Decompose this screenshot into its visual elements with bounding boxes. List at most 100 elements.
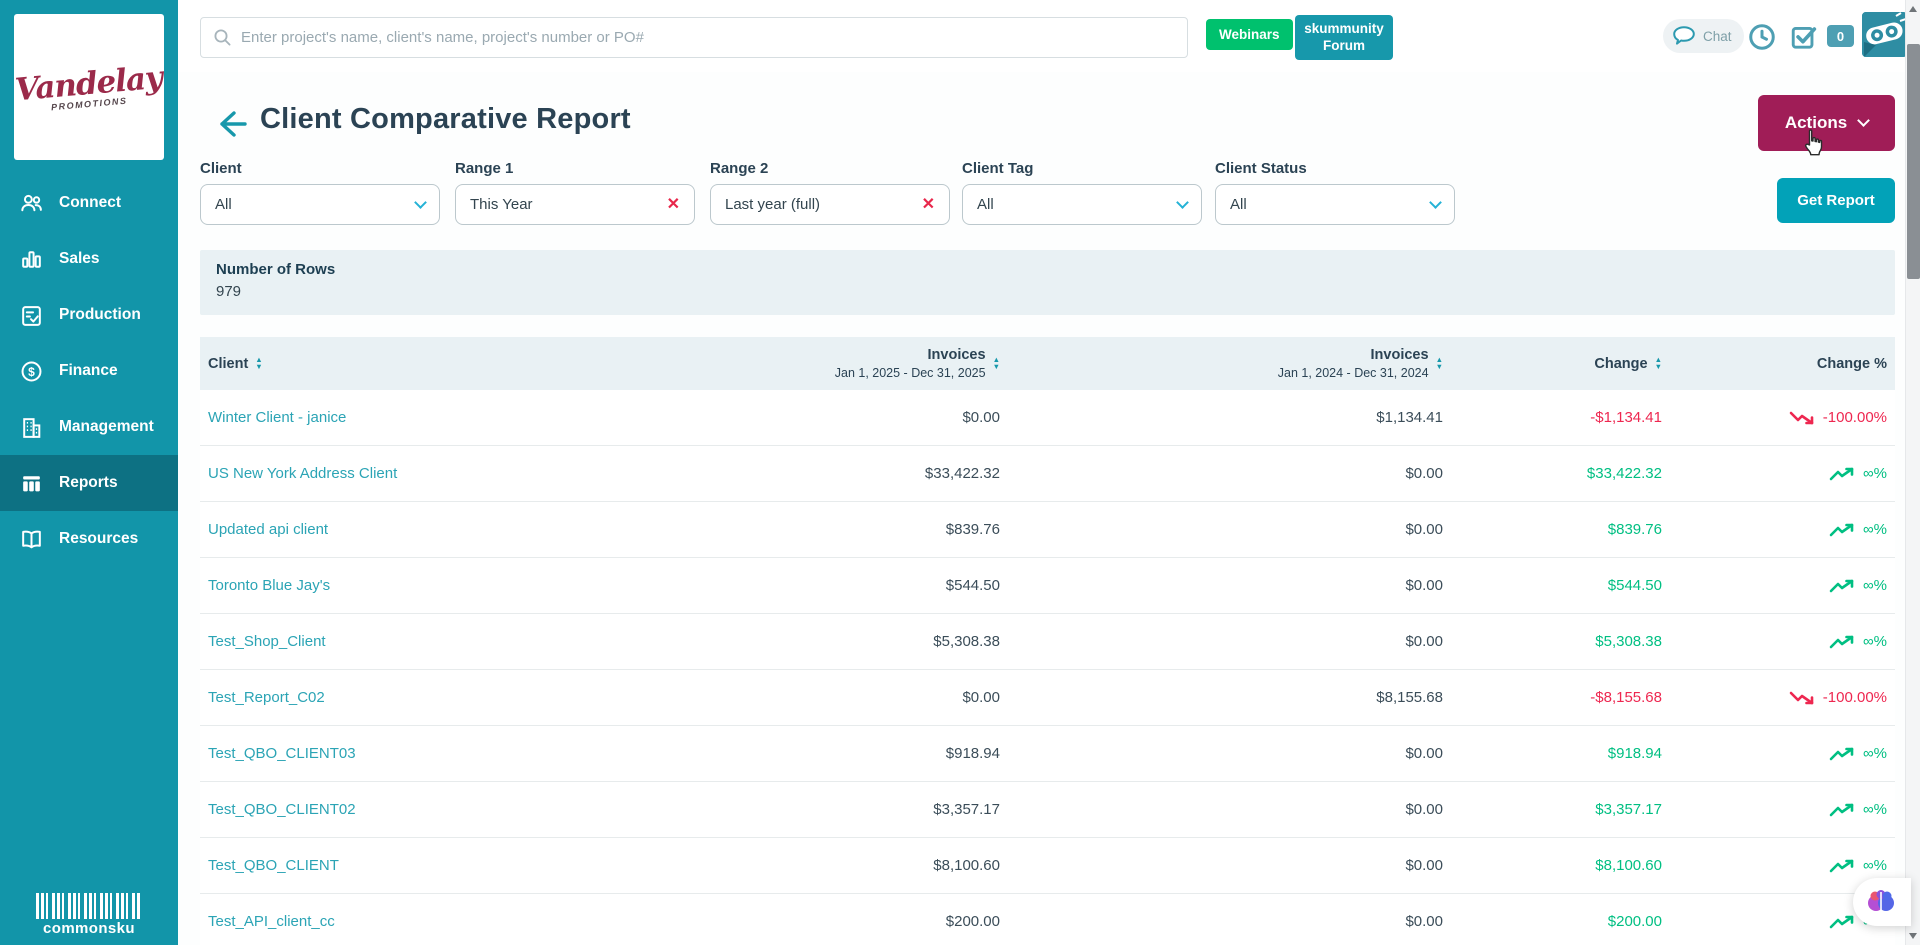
- invoices-range2-cell: $0.00: [1405, 577, 1443, 594]
- clock-button[interactable]: [1747, 22, 1777, 52]
- filter-control[interactable]: Last year (full) ✕: [710, 184, 950, 225]
- sidebar-item-finance[interactable]: $ Finance: [0, 343, 178, 399]
- change-pct-value: -100.00%: [1822, 689, 1887, 706]
- sort-icon[interactable]: ▲ ▼: [992, 355, 1000, 371]
- change-pct-value: ∞%: [1862, 465, 1887, 482]
- sidebar-item-label: Connect: [59, 194, 121, 211]
- clear-filter-button[interactable]: ✕: [666, 195, 680, 213]
- trend-up-icon: [1829, 914, 1855, 930]
- page-scrollbar[interactable]: [1905, 0, 1920, 945]
- client-link[interactable]: Test_QBO_CLIENT02: [208, 801, 356, 818]
- client-link[interactable]: Test_QBO_CLIENT03: [208, 745, 356, 762]
- filter-value: All: [977, 196, 994, 213]
- change-pct-cell: ∞%: [1675, 465, 1895, 482]
- change-cell: $918.94: [1607, 745, 1662, 762]
- column-header-change[interactable]: Change ▲ ▼: [1594, 355, 1662, 372]
- actions-button[interactable]: Actions: [1758, 95, 1895, 151]
- dollar-circle-icon: $: [18, 358, 44, 384]
- search-input[interactable]: [241, 29, 1175, 46]
- change-cell: $200.00: [1607, 913, 1662, 930]
- trend-up-icon: [1829, 858, 1855, 874]
- skummunity-forum-button[interactable]: skummunity Forum: [1295, 15, 1393, 60]
- notification-badge[interactable]: 0: [1827, 25, 1854, 47]
- client-link[interactable]: Toronto Blue Jay's: [208, 577, 331, 594]
- trend-up-icon: [1829, 578, 1855, 594]
- column-header-invoices-range2[interactable]: Invoices Jan 1, 2024 - Dec 31, 2024 ▲ ▼: [1277, 347, 1443, 380]
- change-pct-value: -100.00%: [1822, 409, 1887, 426]
- commonsku-logo: commonsku: [0, 893, 178, 937]
- trend-down-icon: [1789, 690, 1815, 706]
- company-logo[interactable]: Vandelay PROMOTIONS: [14, 14, 164, 160]
- change-pct-cell: ∞%: [1675, 801, 1895, 818]
- webinars-button[interactable]: Webinars: [1206, 19, 1293, 50]
- client-comparative-table: Client ▲ ▼ Invoices Jan 1, 2025 - Dec 31,…: [200, 337, 1895, 945]
- sidebar-item-production[interactable]: Production: [0, 287, 178, 343]
- chat-button[interactable]: Chat: [1663, 19, 1744, 53]
- invoices-range1-cell: $3,357.17: [933, 801, 1000, 818]
- global-search: [200, 17, 1188, 58]
- column-header-invoices-range1[interactable]: Invoices Jan 1, 2025 - Dec 31, 2025 ▲ ▼: [834, 347, 1000, 380]
- scrollbar-thumb[interactable]: [1907, 44, 1920, 279]
- filter-control[interactable]: All: [962, 184, 1202, 225]
- chat-bubble-icon: [1671, 24, 1698, 48]
- client-link[interactable]: Test_Report_C02: [208, 689, 325, 706]
- sidebar-item-resources[interactable]: Resources: [0, 511, 178, 567]
- client-link[interactable]: Test_Shop_Client: [208, 633, 326, 650]
- filter-client-tag: Client Tag All: [962, 160, 1202, 225]
- get-report-button[interactable]: Get Report: [1777, 178, 1895, 223]
- sidebar-nav: Connect Sales Production $ Finance Manag…: [0, 175, 178, 567]
- invoices-range1-cell: $839.76: [945, 521, 1000, 538]
- chat-label: Chat: [1703, 28, 1732, 44]
- change-pct-cell: ∞%: [1675, 521, 1895, 538]
- client-link[interactable]: Test_QBO_CLIENT: [208, 857, 339, 874]
- filter-control[interactable]: All: [200, 184, 440, 225]
- filter-control[interactable]: This Year ✕: [455, 184, 695, 225]
- change-cell: $544.50: [1607, 577, 1662, 594]
- table-row: Winter Client - janice $0.00 $1,134.41 -…: [200, 390, 1895, 446]
- sidebar-item-label: Resources: [59, 530, 139, 547]
- clear-filter-button[interactable]: ✕: [921, 195, 935, 213]
- sidebar-item-connect[interactable]: Connect: [0, 175, 178, 231]
- back-button[interactable]: [212, 106, 248, 142]
- sort-icon[interactable]: ▲ ▼: [1435, 355, 1443, 371]
- trend-up-icon: [1829, 746, 1855, 762]
- sidebar-item-management[interactable]: Management: [0, 399, 178, 455]
- filter-range-1: Range 1 This Year ✕: [455, 160, 695, 225]
- chevron-down-icon: [1176, 196, 1189, 209]
- change-pct-cell: ∞%: [1675, 633, 1895, 650]
- invoices-range2-cell: $0.00: [1405, 633, 1443, 650]
- change-pct-value: ∞%: [1862, 633, 1887, 650]
- sidebar-item-reports[interactable]: Reports: [0, 455, 178, 511]
- change-pct-value: ∞%: [1862, 521, 1887, 538]
- table-row: Updated api client $839.76 $0.00 $839.76…: [200, 502, 1895, 558]
- scrollbar-down-arrow[interactable]: [1908, 933, 1917, 939]
- topbar: Webinars skummunity Forum Chat 0: [178, 0, 1920, 72]
- client-link[interactable]: Winter Client - janice: [208, 409, 347, 426]
- invoices-range1-cell: $918.94: [945, 745, 1000, 762]
- actions-button-label: Actions: [1784, 113, 1848, 132]
- open-book-icon: [18, 526, 44, 552]
- avatar[interactable]: [1862, 12, 1907, 57]
- filter-label: Client: [200, 160, 242, 177]
- scrollbar-up-arrow[interactable]: [1909, 6, 1917, 12]
- sidebar-item-label: Production: [59, 306, 141, 323]
- client-link[interactable]: Test_API_client_cc: [208, 913, 335, 930]
- client-link[interactable]: US New York Address Client: [208, 465, 398, 482]
- search-icon: [213, 28, 232, 47]
- filter-client-status: Client Status All: [1215, 160, 1455, 225]
- number-of-rows-panel: Number of Rows 979: [200, 250, 1895, 315]
- filter-label: Range 2: [710, 160, 769, 177]
- filter-control[interactable]: All: [1215, 184, 1455, 225]
- bar-chart-icon: [18, 246, 44, 272]
- page-title: Client Comparative Report: [260, 103, 631, 135]
- number-of-rows-value: 979: [216, 283, 242, 300]
- assistant-widget[interactable]: [1853, 878, 1911, 926]
- filter-label: Client Status: [1215, 160, 1307, 177]
- trend-up-icon: [1829, 466, 1855, 482]
- sidebar-item-sales[interactable]: Sales: [0, 231, 178, 287]
- client-link[interactable]: Updated api client: [208, 521, 329, 538]
- sort-icon[interactable]: ▲ ▼: [255, 355, 263, 371]
- tasks-button[interactable]: [1788, 22, 1818, 52]
- sort-icon[interactable]: ▲ ▼: [1654, 355, 1662, 371]
- column-header-client[interactable]: Client ▲ ▼: [208, 355, 263, 372]
